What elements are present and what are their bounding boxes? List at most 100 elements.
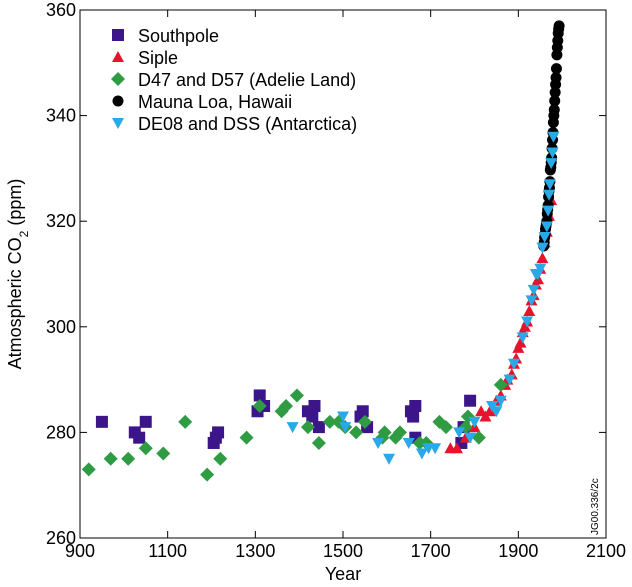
point-s2-5 — [178, 414, 193, 429]
point-s4-14 — [494, 395, 507, 407]
y-tick-label-260: 260 — [46, 528, 76, 548]
legend-marker-1 — [112, 51, 124, 62]
legend-label-1: Siple — [138, 48, 178, 68]
point-s3-28 — [550, 72, 562, 84]
x-tick-label-900: 900 — [65, 541, 95, 561]
point-s2-30 — [471, 430, 486, 445]
point-s0-3 — [139, 415, 152, 428]
point-s0-12 — [308, 400, 321, 412]
point-s1-15 — [514, 336, 527, 348]
point-s4-8 — [429, 443, 442, 455]
legend-label-4: DE08 and DSS (Antarctica) — [138, 114, 357, 134]
legend-marker-4 — [112, 118, 124, 129]
point-s4-19 — [525, 295, 538, 307]
point-s2-7 — [213, 451, 228, 466]
series-2 — [81, 377, 508, 482]
point-s2-31 — [493, 377, 508, 392]
point-s2-12 — [289, 388, 304, 403]
point-s2-0 — [81, 462, 96, 477]
point-s2-6 — [200, 467, 215, 482]
point-s2-14 — [311, 435, 326, 450]
y-tick-label-360: 360 — [46, 0, 76, 20]
legend-label-2: D47 and D57 (Adelie Land) — [138, 70, 356, 90]
point-s0-19 — [409, 400, 422, 412]
axis-ticks: 900 1100 1300 1500 1700 1900 2100 260 280 300 320 3… — [46, 0, 626, 561]
point-s4-9 — [453, 427, 466, 439]
point-s0-0 — [95, 415, 108, 428]
point-s3-25 — [549, 95, 561, 107]
y-tick-label-320: 320 — [46, 211, 76, 231]
point-s4-5 — [402, 437, 415, 449]
point-s0-23 — [464, 394, 477, 407]
point-s0-11 — [306, 410, 319, 423]
figure-id-annotation: JG00.336/2c — [590, 478, 601, 535]
x-tick-label-1300: 1300 — [235, 541, 275, 561]
point-s4-20 — [527, 284, 540, 296]
point-s4-31 — [546, 147, 559, 159]
point-s4-3 — [372, 437, 385, 449]
series-4 — [286, 131, 560, 465]
x-tick-label-1700: 1700 — [411, 541, 451, 561]
legend-marker-2 — [111, 72, 125, 86]
point-s4-18 — [521, 316, 534, 328]
point-s4-16 — [507, 358, 520, 370]
point-s2-1 — [103, 451, 118, 466]
point-s0-8 — [253, 389, 266, 402]
point-s2-15 — [322, 414, 337, 429]
point-s1-19 — [523, 304, 536, 316]
point-s2-13 — [300, 420, 315, 435]
point-s0-13 — [312, 421, 325, 434]
point-s3-24 — [548, 104, 560, 116]
point-s3-26 — [549, 86, 561, 98]
point-s0-2 — [133, 431, 146, 444]
point-s2-27 — [439, 420, 454, 435]
point-s4-27 — [542, 205, 555, 217]
point-s4-25 — [538, 232, 551, 244]
point-s4-13 — [490, 406, 503, 418]
x-tick-label-1900: 1900 — [498, 541, 538, 561]
point-s0-18 — [407, 410, 420, 423]
point-s2-11 — [279, 399, 294, 413]
point-s2-19 — [357, 414, 372, 429]
point-s2-4 — [156, 446, 171, 461]
point-s2-23 — [392, 425, 407, 440]
legend-marker-3 — [112, 95, 124, 107]
x-tick-label-2100: 2100 — [586, 541, 626, 561]
y-axis-label: Atmospheric CO2 (ppm) — [5, 179, 31, 370]
point-s4-6 — [415, 448, 428, 460]
point-s4-29 — [543, 179, 556, 191]
point-s0-6 — [212, 426, 225, 439]
point-s1-1 — [450, 442, 463, 454]
point-s4-1 — [337, 411, 349, 423]
x-axis-label: Year — [325, 564, 361, 584]
point-s4-11 — [468, 416, 481, 428]
x-tick-label-1500: 1500 — [323, 541, 363, 561]
point-s2-9 — [252, 399, 267, 413]
point-s1-25 — [536, 252, 549, 264]
legend-marker-0 — [112, 29, 124, 41]
point-s2-21 — [377, 425, 392, 440]
point-s4-26 — [540, 221, 553, 233]
legend-label-3: Mauna Loa, Hawaii — [138, 92, 292, 112]
point-s2-3 — [138, 441, 153, 456]
point-s4-0 — [286, 422, 299, 434]
point-s2-2 — [121, 451, 136, 466]
point-s3-29 — [550, 63, 562, 75]
point-s3-35 — [553, 20, 565, 32]
point-s4-32 — [547, 131, 560, 143]
x-tick-label-1100: 1100 — [148, 541, 187, 561]
point-s4-4 — [383, 453, 396, 465]
point-s4-15 — [503, 374, 516, 386]
point-s4-30 — [545, 158, 558, 170]
point-s4-23 — [534, 263, 547, 275]
y-tick-label-280: 280 — [46, 422, 76, 442]
point-s1-6 — [483, 405, 496, 417]
point-s2-18 — [349, 425, 364, 440]
data-points — [81, 20, 565, 482]
point-s2-8 — [239, 430, 254, 445]
legend-label-0: Southpole — [138, 26, 219, 46]
point-s4-28 — [543, 189, 556, 201]
point-s4-24 — [536, 242, 549, 254]
